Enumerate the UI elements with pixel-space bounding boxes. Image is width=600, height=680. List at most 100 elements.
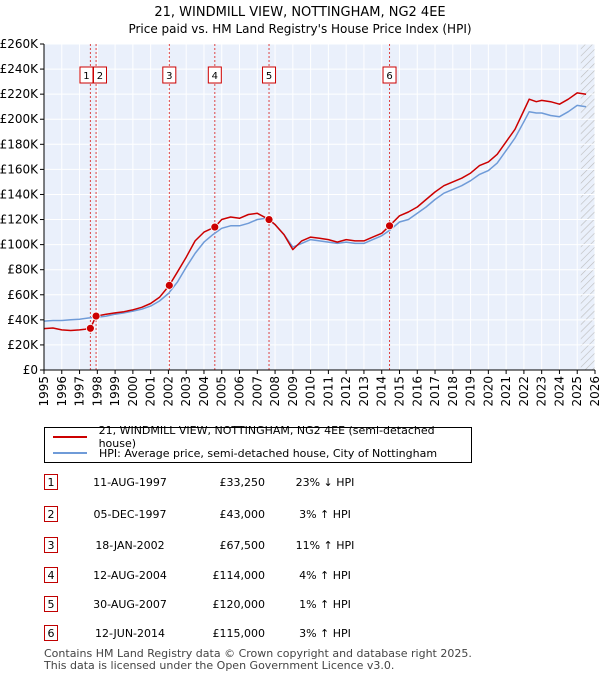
x-tick-label: 1999	[108, 376, 122, 407]
x-tick-label: 2012	[339, 376, 353, 407]
x-tick-label: 2026	[588, 376, 600, 407]
y-tick-label: £120K	[0, 213, 39, 227]
transaction-hpi-relation: 11% ↑ HPI	[295, 539, 355, 552]
x-tick-label: 2014	[375, 376, 389, 407]
legend-label-property: 21, WINDMILL VIEW, NOTTINGHAM, NG2 4EE (…	[98, 424, 435, 450]
sale-label: 2	[97, 71, 103, 82]
x-tick-label: 2016	[410, 376, 424, 407]
sale-label-box	[262, 66, 277, 84]
x-tick-label: 1996	[55, 376, 69, 407]
transaction-row: 3 18-JAN-2002 £67,500 11% ↑ HPI	[0, 536, 600, 556]
transaction-row: 4 12-AUG-2004 £114,000 4% ↑ HPI	[0, 566, 600, 586]
x-tick-label: 2007	[250, 376, 264, 407]
y-tick-label: £160K	[0, 162, 39, 176]
transaction-row: 1 11-AUG-1997 £33,250 23% ↓ HPI	[0, 473, 600, 493]
sale-point	[264, 215, 274, 224]
chart-subtitle: Price paid vs. HM Land Registry's House …	[128, 22, 471, 36]
x-tick-label: 2023	[535, 376, 549, 407]
transaction-price: £33,250	[219, 476, 266, 489]
x-tick-label: 2025	[570, 376, 584, 407]
sale-label: 6	[386, 71, 392, 82]
x-tick-label: 1995	[37, 376, 51, 407]
x-tick-label: 2022	[517, 376, 531, 407]
transaction-number: 6	[44, 625, 58, 641]
x-tick-label: 2005	[215, 376, 229, 407]
y-tick-label: £0	[23, 363, 38, 377]
legend-entry-hpi: HPI: Average price, semi-detached house,…	[53, 445, 437, 461]
x-tick-label: 2013	[357, 376, 371, 407]
x-tick-label: 2024	[552, 376, 566, 407]
sale-point	[164, 280, 174, 290]
x-tick-label: 2003	[179, 376, 193, 407]
sale-point	[210, 222, 220, 232]
transaction-hpi-relation: 3% ↑ HPI	[299, 627, 351, 640]
y-tick-label: £260K	[0, 37, 39, 51]
legend-label-hpi: HPI: Average price, semi-detached house,…	[99, 446, 438, 460]
series-line	[43, 104, 587, 322]
transaction-price: £115,000	[212, 627, 266, 640]
transaction-price: £114,000	[212, 569, 266, 582]
x-tick-label: 2006	[233, 376, 247, 407]
x-tick-label: 1997	[73, 376, 87, 407]
y-tick-label: £80K	[7, 263, 39, 277]
y-tick-label: £200K	[0, 112, 39, 126]
legend-swatch-property	[53, 436, 87, 438]
chart-legend: 21, WINDMILL VIEW, NOTTINGHAM, NG2 4EE (…	[44, 424, 472, 463]
x-tick-label: 2019	[464, 376, 478, 407]
transaction-price: £120,000	[212, 598, 266, 611]
footer-attribution: Contains HM Land Registry data © Crown c…	[44, 648, 472, 672]
sale-point	[385, 221, 394, 231]
transaction-date: 18-JAN-2002	[95, 539, 165, 552]
x-tick-label: 2009	[286, 376, 300, 407]
legend-entry-property: 21, WINDMILL VIEW, NOTTINGHAM, NG2 4EE (…	[53, 424, 471, 450]
sale-label-box	[79, 66, 94, 84]
transaction-hpi-relation: 3% ↑ HPI	[299, 508, 351, 521]
x-tick-label: 2015	[392, 376, 406, 407]
y-tick-label: £60K	[7, 288, 39, 302]
x-tick-label: 2018	[446, 376, 460, 407]
sale-label-box	[207, 66, 222, 84]
sale-point	[91, 311, 101, 321]
transaction-number: 3	[44, 537, 58, 553]
y-tick-label: £240K	[0, 62, 39, 76]
transaction-number: 1	[44, 474, 58, 490]
transaction-row: 5 30-AUG-2007 £120,000 1% ↑ HPI	[0, 595, 600, 615]
series-line	[43, 92, 587, 332]
transaction-price: £43,000	[219, 508, 266, 521]
transaction-number: 5	[44, 596, 58, 612]
transaction-date: 12-JUN-2014	[94, 627, 166, 640]
y-tick-label: £40K	[7, 313, 39, 327]
transaction-row: 2 05-DEC-1997 £43,000 3% ↑ HPI	[0, 505, 600, 525]
y-tick-label: £140K	[0, 187, 39, 201]
x-tick-label: 2020	[481, 376, 495, 407]
x-tick-label: 2001	[144, 376, 158, 407]
footer-line: Contains HM Land Registry data © Crown c…	[44, 647, 472, 660]
y-tick-label: £180K	[0, 137, 39, 151]
x-tick-label: 2002	[161, 376, 175, 407]
x-tick-label: 2017	[428, 376, 442, 407]
transaction-date: 12-AUG-2004	[93, 569, 167, 582]
x-tick-label: 2021	[499, 376, 513, 407]
chart-title: 21, WINDMILL VIEW, NOTTINGHAM, NG2 4EE	[154, 5, 445, 20]
sale-point	[85, 323, 95, 333]
sale-label: 1	[83, 71, 89, 82]
y-tick-label: £100K	[0, 238, 39, 252]
transaction-date: 30-AUG-2007	[93, 598, 167, 611]
sale-label-box	[92, 66, 107, 84]
y-tick-label: £20K	[7, 338, 39, 352]
x-tick-label: 2004	[197, 376, 211, 407]
x-tick-label: 2008	[268, 376, 282, 407]
footer-line: This data is licensed under the Open Gov…	[44, 659, 395, 672]
transaction-row: 6 12-JUN-2014 £115,000 3% ↑ HPI	[0, 624, 600, 644]
x-tick-label: 1998	[90, 376, 104, 407]
x-tick-label: 2010	[304, 376, 318, 407]
transaction-hpi-relation: 23% ↓ HPI	[295, 476, 355, 489]
legend-swatch-hpi	[53, 452, 87, 454]
sale-label-box	[162, 66, 177, 84]
x-tick-label: 2011	[321, 376, 335, 407]
sale-label: 3	[166, 71, 172, 82]
price-chart: 21, WINDMILL VIEW, NOTTINGHAM, NG2 4EE P…	[0, 5, 600, 407]
transaction-date: 05-DEC-1997	[93, 508, 167, 521]
transaction-hpi-relation: 1% ↑ HPI	[299, 598, 351, 611]
transaction-number: 4	[44, 567, 58, 583]
